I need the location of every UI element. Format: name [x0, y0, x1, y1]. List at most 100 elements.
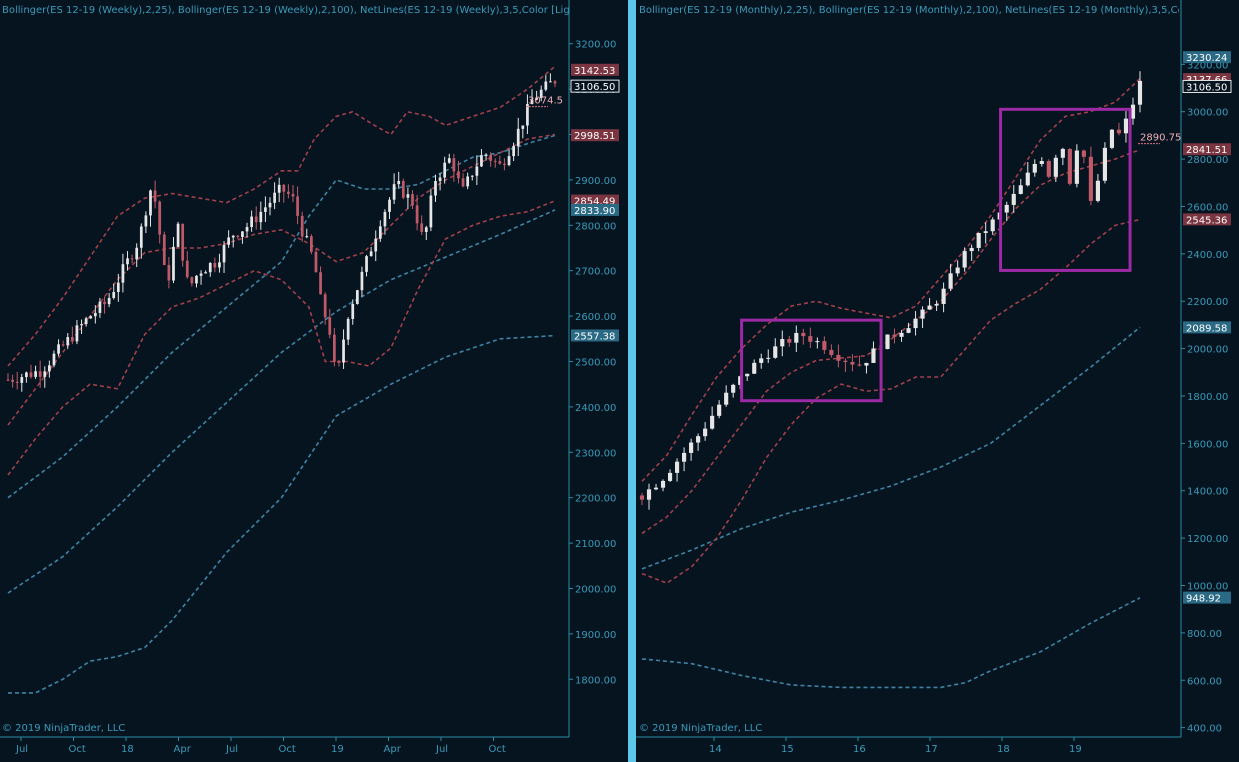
candle-body — [52, 353, 56, 366]
price-tick-label: 600.00 — [1187, 676, 1222, 687]
candle-body — [231, 235, 235, 238]
candle-body — [539, 89, 543, 98]
price-marker-label: 2998.51 — [574, 131, 615, 142]
candle-body — [447, 158, 451, 163]
candle-body — [553, 81, 557, 84]
candle-body — [857, 364, 862, 366]
time-tick-label: 15 — [781, 744, 794, 755]
candle-body — [969, 247, 974, 252]
candle-body — [355, 290, 359, 304]
highlight-box — [999, 107, 1132, 272]
candle-body — [310, 236, 313, 252]
candle-body — [948, 273, 953, 289]
candle-body — [6, 379, 10, 381]
candle-body — [941, 288, 946, 304]
candle-body — [1137, 80, 1143, 105]
bollinger25-lower-band — [641, 218, 1141, 584]
price-marker-label: 2854.49 — [574, 197, 615, 208]
candle-body — [1130, 104, 1136, 119]
candle-body — [277, 184, 281, 193]
candle-body — [392, 184, 396, 200]
price-marker: 2545.36 — [1183, 213, 1231, 226]
candle-body — [466, 176, 470, 187]
time-tick-label: Jul — [435, 744, 448, 755]
candle-body — [717, 404, 722, 416]
time-tick-label: Oct — [279, 744, 296, 755]
candle-body — [689, 442, 694, 453]
candle-body — [1102, 147, 1108, 181]
price-marker: 2998.51 — [571, 129, 619, 142]
candle-body — [646, 489, 652, 500]
time-tick-label: 18 — [997, 744, 1010, 755]
bollinger25-upper-band — [641, 77, 1141, 482]
candle-body — [507, 156, 511, 166]
candle-body — [236, 235, 240, 237]
candle-body — [190, 277, 194, 284]
candle-body — [535, 97, 538, 100]
time-tick-label: Apr — [174, 744, 192, 755]
candle-body — [1123, 118, 1129, 134]
price-marker-label: 2841.51 — [1186, 145, 1227, 156]
candle-body — [107, 297, 111, 305]
price-marker: 2854.49 — [571, 194, 619, 208]
price-tick-label: 2700.00 — [575, 267, 616, 278]
candle-body — [162, 234, 166, 265]
candle-body — [927, 305, 932, 310]
price-tick-label: 1800.00 — [575, 675, 616, 686]
price-tick-label: 2800.00 — [575, 221, 616, 232]
candle-body — [130, 258, 134, 260]
price-tick-label: 800.00 — [1187, 629, 1222, 640]
candle-body — [498, 161, 502, 164]
time-tick-label: 18 — [121, 744, 134, 755]
time-tick-label: Apr — [384, 744, 402, 755]
candle-body — [934, 303, 939, 306]
candle-body — [780, 339, 785, 347]
candle-body — [70, 337, 74, 342]
candle-body — [639, 495, 645, 500]
time-tick-label: 19 — [1069, 744, 1082, 755]
candle-body — [93, 312, 97, 317]
price-tick-label: 2000.00 — [575, 585, 616, 596]
candle-body — [493, 160, 497, 162]
candle-body — [328, 317, 332, 335]
candle-body — [1095, 180, 1100, 201]
candle-body — [512, 146, 515, 157]
candle-body — [11, 379, 14, 382]
candle-body — [172, 246, 175, 281]
price-tick-label: 2800.00 — [1187, 155, 1228, 166]
candle-body — [1067, 148, 1072, 184]
candle-body — [682, 452, 687, 462]
time-tick-label: Oct — [489, 744, 506, 755]
candle-body — [794, 332, 799, 343]
candle-body — [346, 318, 350, 340]
candle-body — [337, 361, 341, 363]
candle-body — [990, 219, 995, 232]
panel-splitter[interactable] — [628, 0, 636, 762]
candle-body — [544, 81, 548, 90]
candle-body — [116, 282, 120, 293]
candle-body — [323, 294, 327, 318]
candle-body — [503, 163, 506, 166]
candle-body — [864, 362, 869, 366]
netline-label: 3074.5 — [528, 96, 563, 107]
candle-body — [48, 365, 51, 372]
left-weekly-chart[interactable]: 3200.003100.003000.002900.002800.002700.… — [0, 0, 628, 762]
candle-body — [1032, 163, 1037, 173]
candle-body — [773, 346, 778, 358]
time-tick-label: 14 — [709, 744, 722, 755]
candle-body — [955, 267, 960, 274]
candle-body — [696, 436, 701, 443]
candle-body — [264, 207, 267, 212]
price-marker: 2841.51 — [1183, 143, 1231, 156]
candle-body — [75, 325, 79, 342]
price-marker: 2089.58 — [1183, 321, 1231, 334]
candle-body — [351, 303, 355, 319]
candle-body — [181, 223, 185, 261]
time-tick-label: 19 — [331, 744, 344, 755]
candle-body — [475, 166, 479, 176]
price-tick-label: 3200.00 — [1187, 60, 1228, 71]
candle-body — [287, 191, 290, 194]
candle-body — [1025, 172, 1030, 186]
